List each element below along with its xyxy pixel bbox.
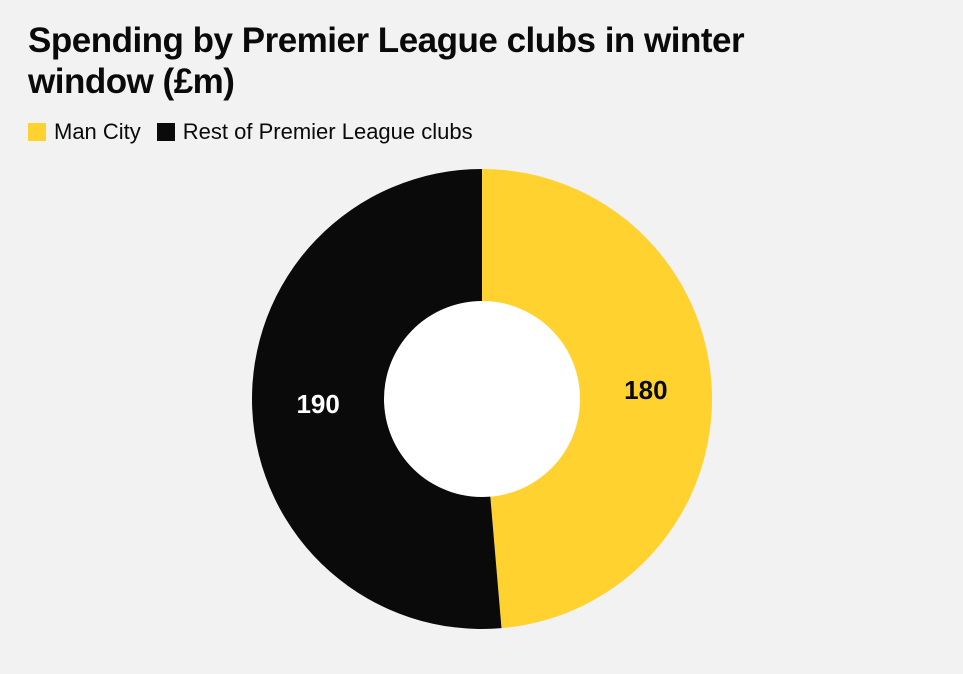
legend-item: Man City [28,121,141,143]
donut-value-label-man_city: 180 [624,375,667,405]
chart-title: Spending by Premier League clubs in wint… [28,20,808,103]
donut-svg: 180 190 [202,147,762,657]
donut-value-label-rest: 190 [296,388,339,418]
donut-hole [384,301,580,497]
legend-swatch-0 [28,123,46,141]
legend-item: Rest of Premier League clubs [157,121,473,143]
legend-swatch-1 [157,123,175,141]
legend-label: Rest of Premier League clubs [183,121,473,143]
donut-chart: 180 190 [28,147,935,657]
legend: Man City Rest of Premier League clubs [28,121,935,143]
legend-label: Man City [54,121,141,143]
